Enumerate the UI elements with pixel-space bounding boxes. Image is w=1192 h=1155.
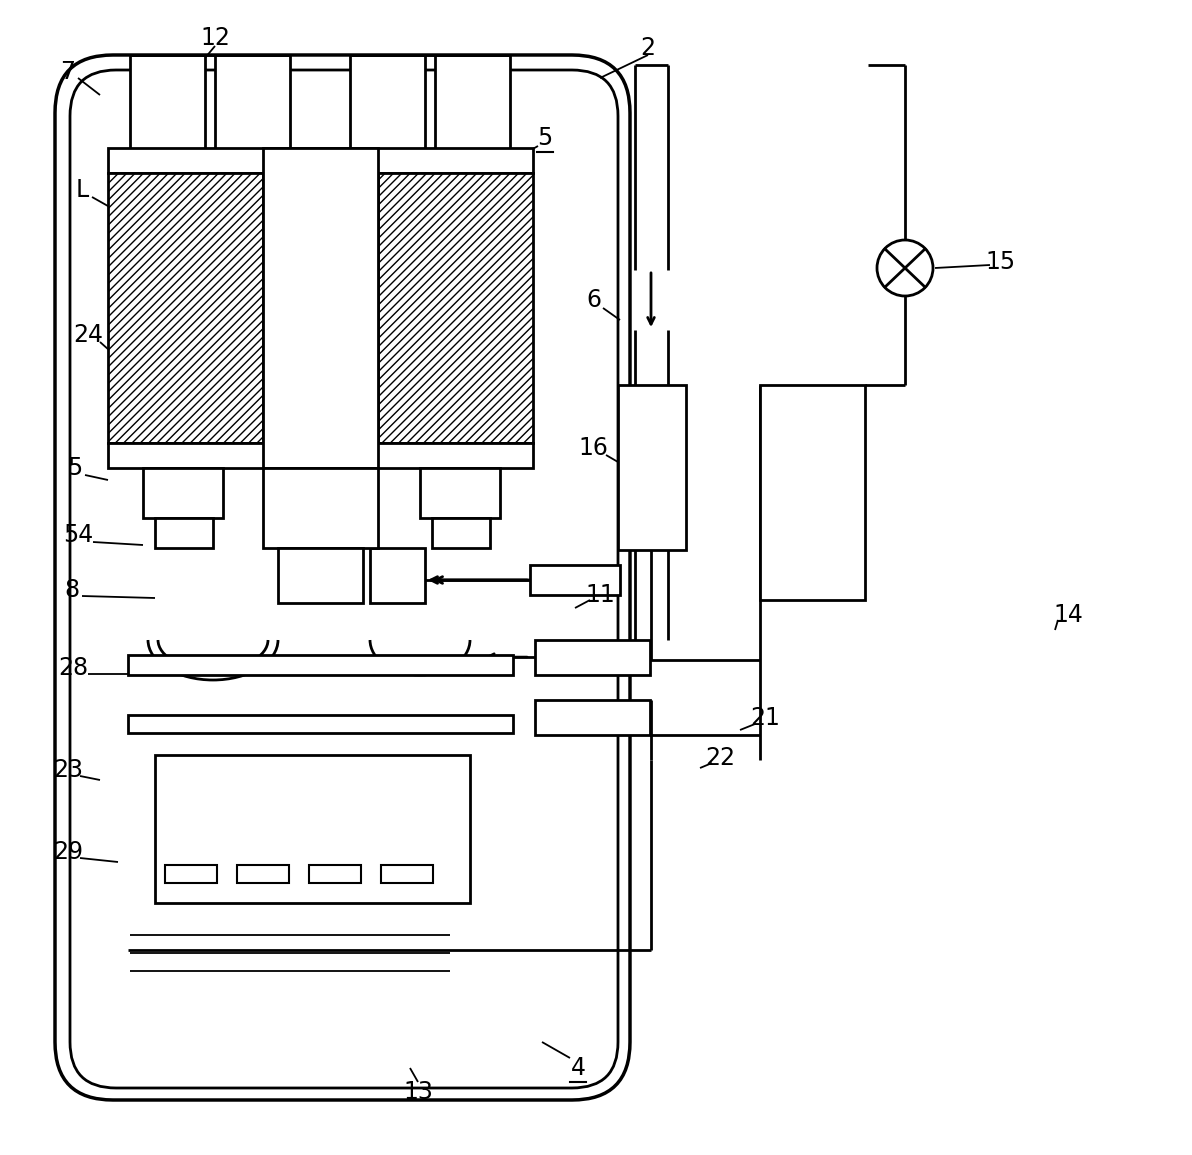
Text: 24: 24: [73, 323, 103, 346]
Text: 29: 29: [52, 840, 83, 864]
Bar: [760, 385, 865, 599]
Bar: [370, 547, 426, 603]
Bar: [143, 468, 223, 517]
Bar: [215, 55, 290, 150]
Text: 13: 13: [403, 1080, 433, 1104]
Text: 7: 7: [61, 60, 75, 84]
Bar: [130, 55, 205, 150]
Text: 5: 5: [538, 126, 553, 150]
Text: 14: 14: [1053, 603, 1084, 627]
Text: 28: 28: [58, 656, 88, 680]
Bar: [435, 55, 510, 150]
FancyBboxPatch shape: [55, 55, 631, 1100]
Text: 8: 8: [64, 578, 80, 602]
Bar: [350, 55, 426, 150]
Bar: [128, 655, 513, 675]
Text: 54: 54: [63, 523, 93, 547]
Text: 22: 22: [704, 746, 735, 770]
Bar: [535, 640, 650, 675]
Bar: [155, 517, 213, 547]
Text: 12: 12: [200, 27, 230, 50]
Text: 16: 16: [578, 435, 608, 460]
Bar: [108, 173, 263, 444]
Text: 6: 6: [586, 288, 602, 312]
Bar: [237, 865, 288, 884]
Bar: [164, 865, 217, 884]
Text: 4: 4: [571, 1056, 585, 1080]
Text: 11: 11: [585, 583, 615, 608]
Bar: [263, 148, 378, 468]
Bar: [155, 755, 470, 903]
Bar: [278, 547, 364, 603]
Bar: [108, 148, 533, 173]
Bar: [108, 444, 533, 468]
Text: 21: 21: [750, 706, 780, 730]
Text: 23: 23: [52, 758, 83, 782]
Bar: [378, 173, 533, 444]
Text: 2: 2: [640, 36, 656, 60]
Bar: [381, 865, 433, 884]
Text: 5: 5: [68, 456, 82, 480]
Bar: [535, 700, 650, 735]
Bar: [432, 517, 490, 547]
Text: L: L: [75, 178, 88, 202]
Bar: [128, 715, 513, 733]
Bar: [309, 865, 361, 884]
Bar: [530, 565, 620, 595]
Bar: [420, 468, 499, 517]
Bar: [617, 385, 687, 550]
Text: 15: 15: [985, 249, 1016, 274]
Bar: [263, 468, 378, 547]
Circle shape: [877, 240, 933, 296]
